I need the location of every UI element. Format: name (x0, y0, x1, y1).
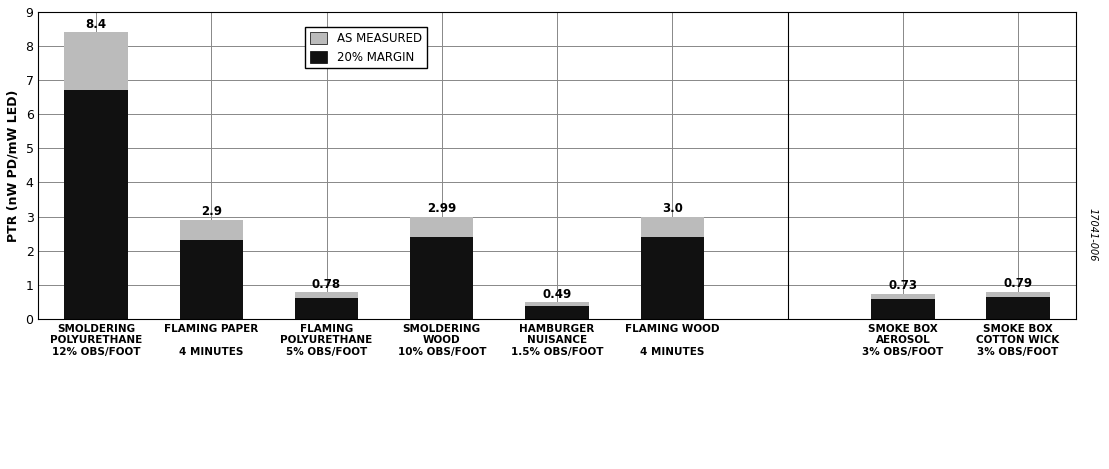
Bar (180, 220, 243, 240)
Bar (526, 305, 589, 319)
Text: 3.0: 3.0 (662, 202, 683, 215)
Bar (986, 292, 1050, 297)
Bar (410, 237, 474, 319)
Text: 17041-006: 17041-006 (1087, 208, 1098, 261)
Bar (64, 90, 128, 319)
Text: 0.49: 0.49 (542, 287, 571, 301)
Text: 0.73: 0.73 (888, 280, 917, 292)
Text: 2.9: 2.9 (201, 205, 222, 218)
Y-axis label: PTR (nW PD/mW LED): PTR (nW PD/mW LED) (7, 89, 20, 242)
Text: 8.4: 8.4 (85, 18, 106, 30)
Text: 0.78: 0.78 (312, 278, 342, 291)
Bar (986, 297, 1050, 319)
Bar (526, 302, 589, 305)
Legend: AS MEASURED, 20% MARGIN: AS MEASURED, 20% MARGIN (305, 27, 427, 68)
Bar (641, 217, 704, 237)
Bar (872, 299, 935, 319)
Bar (180, 240, 243, 319)
Bar (641, 237, 704, 319)
Bar (872, 294, 935, 299)
Bar (64, 32, 128, 90)
Text: 0.79: 0.79 (1004, 277, 1032, 290)
Bar (295, 298, 358, 319)
Bar (410, 217, 474, 237)
Bar (295, 292, 358, 298)
Text: 2.99: 2.99 (427, 202, 457, 215)
